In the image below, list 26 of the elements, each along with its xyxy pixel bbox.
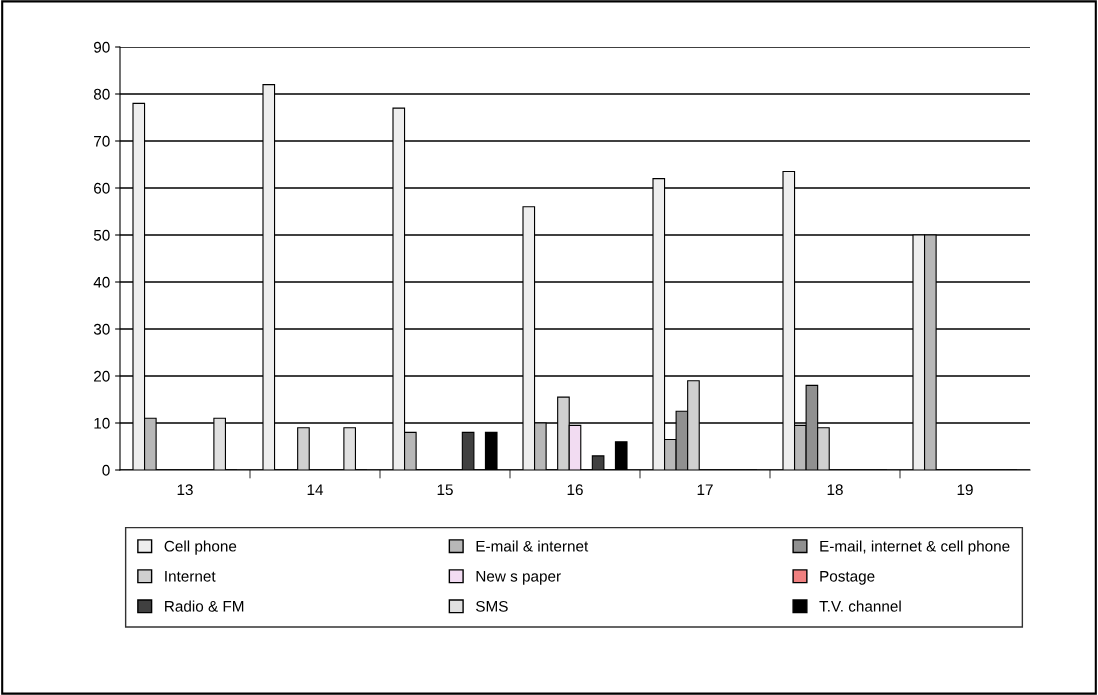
legend-label: T.V. channel [819,600,901,612]
y-tick-label: 90 [94,41,110,53]
y-tick-label: 50 [93,229,110,241]
legend-label: Radio & FM [165,600,244,612]
legend-label: Cell phone [164,540,237,555]
y-tick-label: 60 [94,182,110,194]
x-tick-label: 19 [957,484,973,496]
legend-label: E-mail & internet [476,540,589,552]
x-tick-label: 16 [567,484,583,496]
y-tick-label: 40 [93,276,110,288]
y-tick-label: 10 [94,417,110,429]
legend-label: Internet [165,571,216,582]
y-tick-label: 70 [94,135,110,147]
y-tick-label: 80 [93,88,110,100]
legend-label: Postage [820,571,875,585]
x-tick-label: 14 [307,484,324,495]
y-tick-label: 0 [102,464,110,476]
legend-label: E-mail, internet & cell phone [820,540,1010,555]
x-tick-label: 18 [827,484,843,496]
y-tick-label: 20 [94,370,110,382]
x-tick-label: 15 [437,484,453,496]
x-tick-label: 17 [697,484,713,495]
legend-label: New s paper [476,571,561,585]
legend-label: SMS [476,600,508,612]
x-tick-label: 13 [177,484,193,496]
y-tick-label: 30 [93,323,110,335]
